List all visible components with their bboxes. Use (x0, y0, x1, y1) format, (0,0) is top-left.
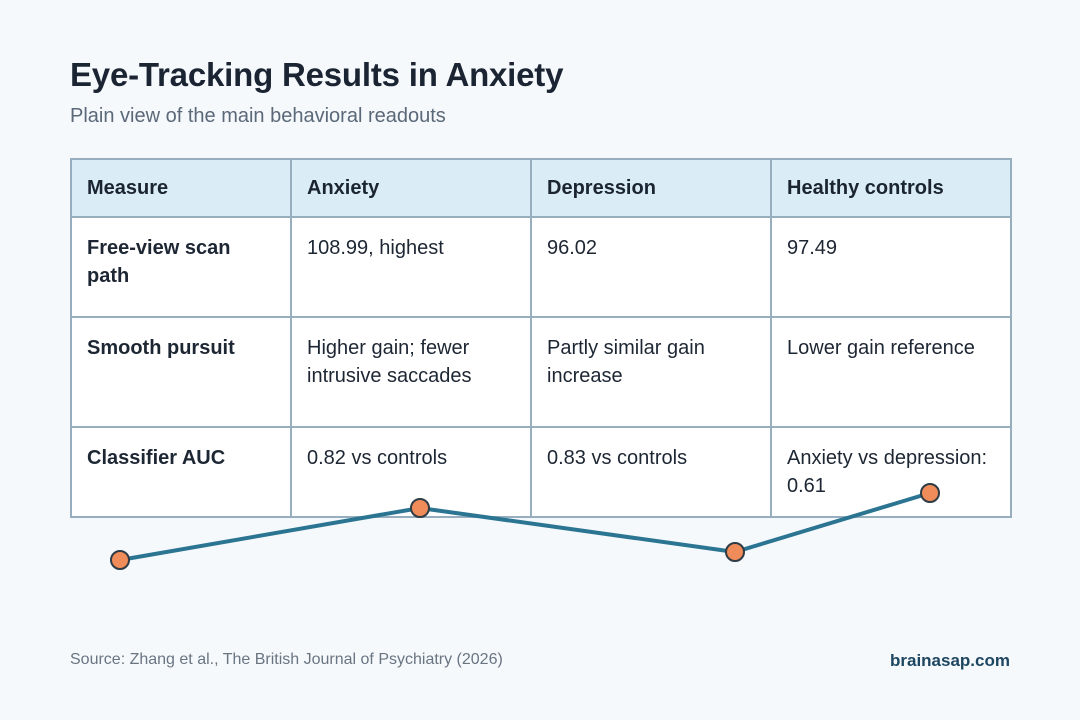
row-label-scan-path: Free-view scan path (70, 216, 292, 318)
source-citation: Source: Zhang et al., The British Journa… (70, 651, 503, 668)
page-subtitle: Plain view of the main behavioral readou… (70, 105, 446, 127)
table-header-row: Measure Anxiety Depression Healthy contr… (70, 158, 1012, 218)
results-table: Measure Anxiety Depression Healthy contr… (70, 158, 1012, 518)
page-title: Eye-Tracking Results in Anxiety (70, 56, 564, 93)
row-label-classifier-auc: Classifier AUC (70, 426, 292, 518)
trend-line-path (118, 491, 932, 562)
trend-marker (920, 483, 940, 503)
column-header-controls: Healthy controls (770, 158, 1012, 218)
trend-marker (410, 498, 430, 518)
column-header-anxiety: Anxiety (290, 158, 532, 218)
cell-anxiety: Higher gain; fewer intrusive saccades (290, 316, 532, 428)
cell-anxiety: 0.82 vs controls (290, 426, 532, 518)
cell-depression: Partly similar gain increase (530, 316, 772, 428)
trend-marker (110, 550, 130, 570)
cell-controls: 97.49 (770, 216, 1012, 318)
cell-depression: 0.83 vs controls (530, 426, 772, 518)
column-header-depression: Depression (530, 158, 772, 218)
brand-link[interactable]: brainasap.com (890, 651, 1010, 670)
cell-anxiety: 108.99, highest (290, 216, 532, 318)
column-header-measure: Measure (70, 158, 292, 218)
cell-controls: Lower gain reference (770, 316, 1012, 428)
cell-controls: Anxiety vs depression: 0.61 (770, 426, 1012, 518)
table-row: Classifier AUC 0.82 vs controls 0.83 vs … (70, 426, 1012, 518)
table-row: Smooth pursuit Higher gain; fewer intrus… (70, 316, 1012, 428)
cell-depression: 96.02 (530, 216, 772, 318)
table-row: Free-view scan path 108.99, highest 96.0… (70, 216, 1012, 318)
row-label-smooth-pursuit: Smooth pursuit (70, 316, 292, 428)
trend-marker (725, 542, 745, 562)
